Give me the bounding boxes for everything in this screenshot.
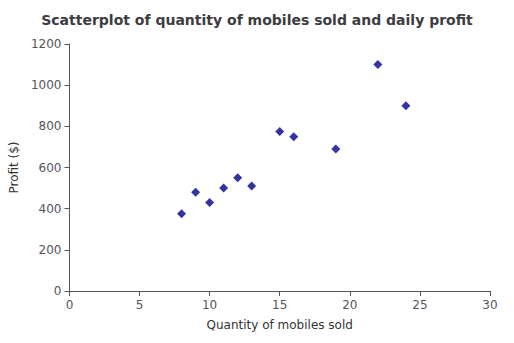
svg-text:Scatterplot of quantity of mob: Scatterplot of quantity of mobiles sold … bbox=[41, 12, 473, 28]
svg-text:0: 0 bbox=[54, 284, 62, 298]
svg-text:400: 400 bbox=[39, 202, 62, 216]
svg-text:30: 30 bbox=[482, 298, 497, 312]
svg-text:25: 25 bbox=[412, 298, 427, 312]
svg-text:800: 800 bbox=[39, 119, 62, 133]
svg-text:5: 5 bbox=[136, 298, 144, 312]
svg-text:20: 20 bbox=[342, 298, 357, 312]
svg-text:600: 600 bbox=[39, 161, 62, 175]
svg-text:1000: 1000 bbox=[31, 78, 62, 92]
svg-text:1200: 1200 bbox=[31, 37, 62, 51]
svg-text:0: 0 bbox=[66, 298, 74, 312]
svg-text:Profit ($): Profit ($) bbox=[7, 141, 21, 193]
svg-text:15: 15 bbox=[272, 298, 287, 312]
svg-text:10: 10 bbox=[202, 298, 217, 312]
svg-text:Quantity of mobiles sold: Quantity of mobiles sold bbox=[207, 318, 353, 332]
svg-text:200: 200 bbox=[39, 243, 62, 257]
